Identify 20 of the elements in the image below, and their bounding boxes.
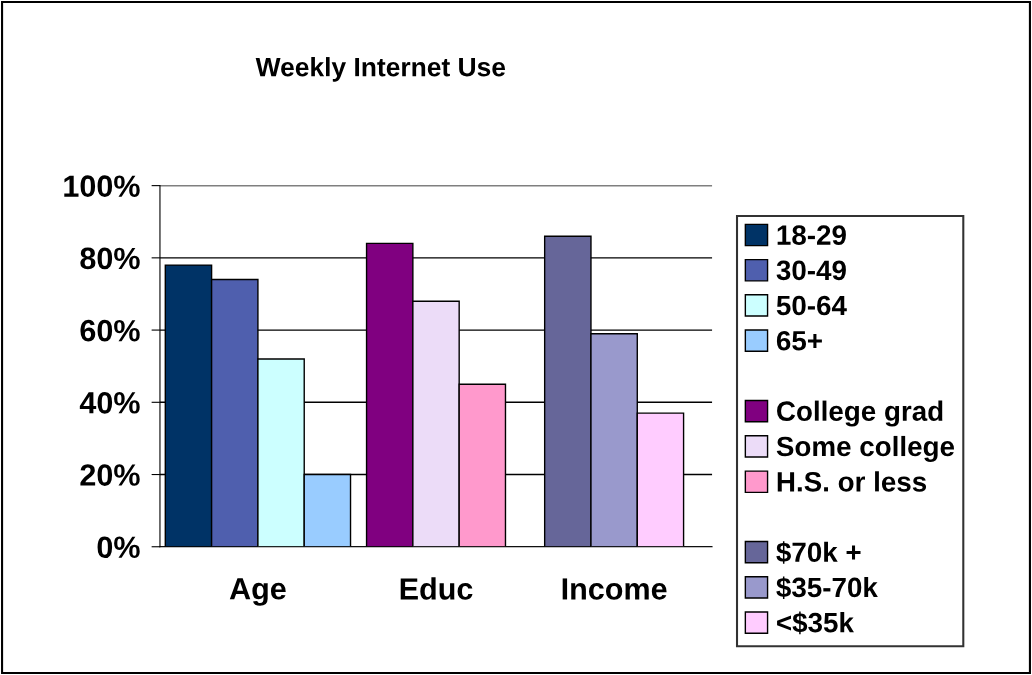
- y-tick-label: 100%: [64, 175, 140, 197]
- x-tick-label: Educ: [400, 577, 473, 600]
- legend-label: $70k +: [776, 541, 861, 564]
- legend-label: 18-29: [777, 225, 846, 245]
- legend-label: 30-49: [776, 260, 846, 281]
- legend-label: 50-64: [776, 295, 847, 316]
- chart-title: Weekly Internet Use: [255, 57, 506, 82]
- x-tick-label: Income: [562, 578, 667, 600]
- y-tick-label: 40%: [79, 392, 140, 414]
- x-tick-label: Age: [229, 578, 286, 606]
- legend-label: <$35k: [777, 611, 854, 635]
- legend-label: Some college: [776, 435, 955, 462]
- y-tick-label: 80%: [80, 247, 140, 270]
- legend-label: H.S. or less: [777, 471, 927, 492]
- legend-label: 65+: [776, 330, 822, 351]
- legend-label: $35-70k: [776, 576, 878, 600]
- y-tick-label: 0%: [97, 536, 140, 559]
- legend-label: College grad: [777, 400, 943, 427]
- y-tick-label: 20%: [80, 464, 140, 486]
- y-tick-label: 60%: [80, 319, 140, 342]
